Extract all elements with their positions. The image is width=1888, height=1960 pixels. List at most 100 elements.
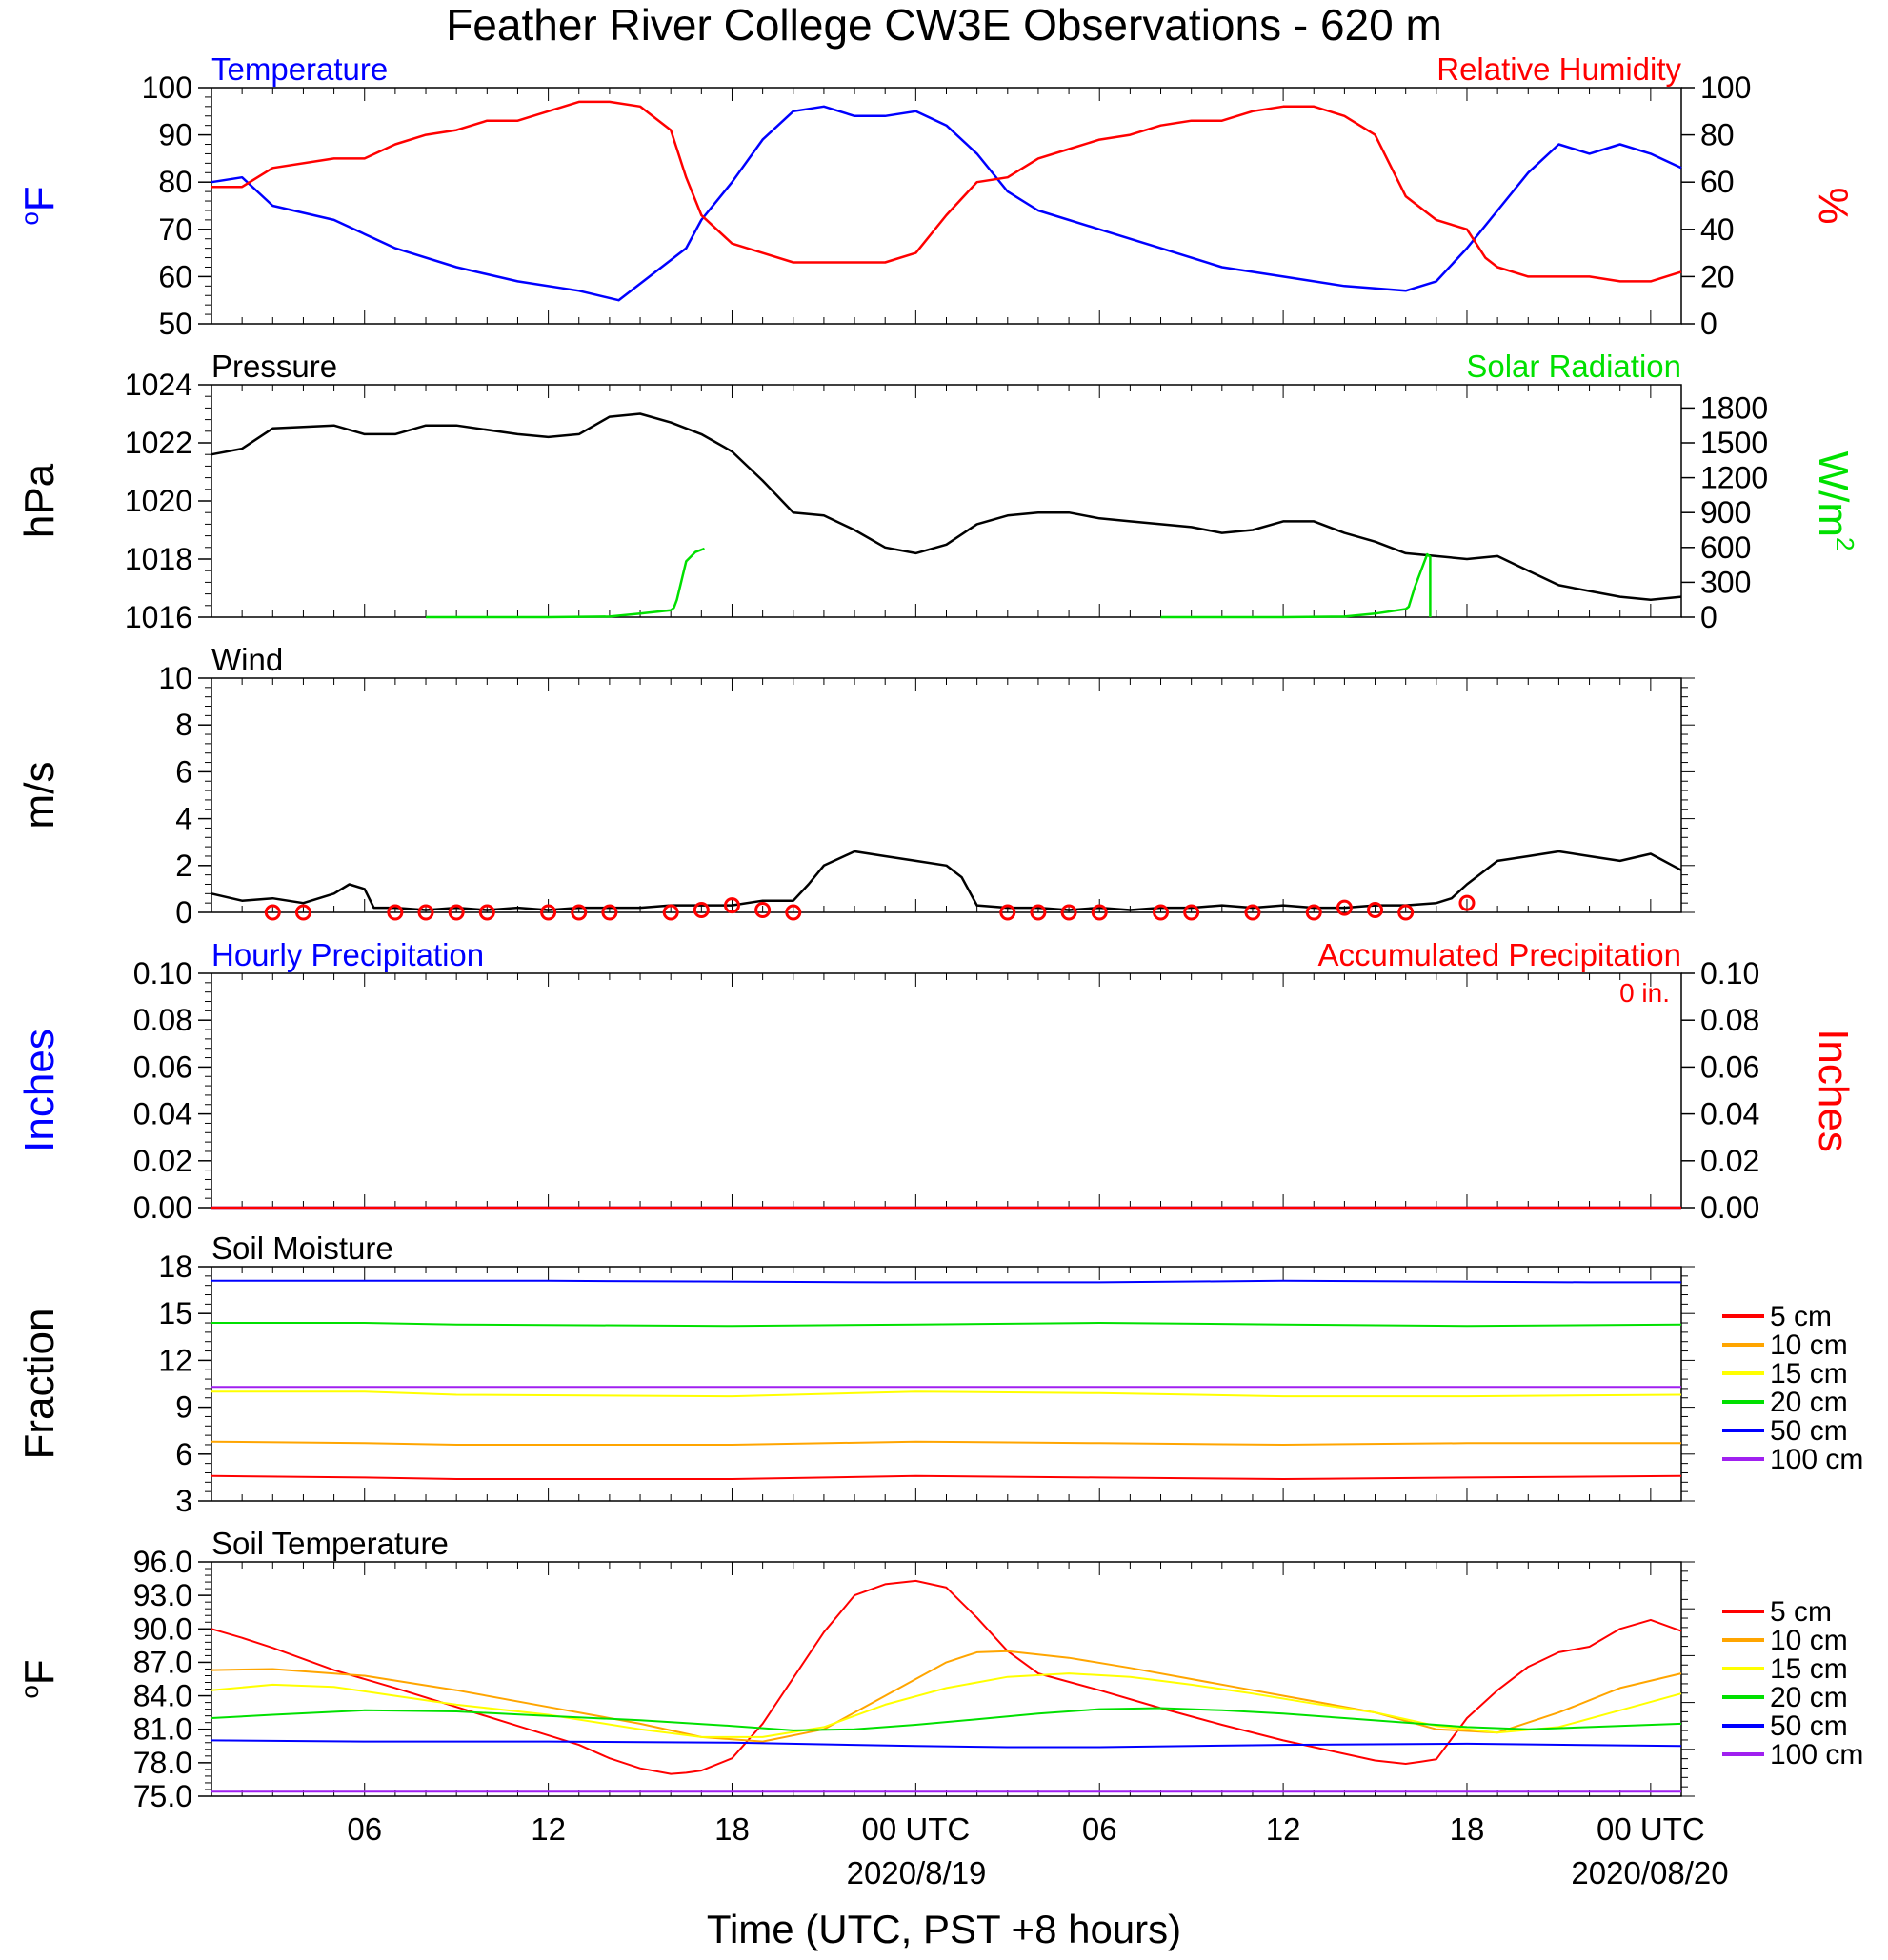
y-tick-label-right: 300 bbox=[1700, 565, 1751, 599]
plot-frame bbox=[211, 1266, 1682, 1502]
y-tick-label-right: 100 bbox=[1700, 70, 1751, 105]
wind-direction-marker bbox=[1336, 899, 1353, 916]
y-tick-label-left: 6 bbox=[175, 1437, 192, 1471]
y-tick-label-left: 6 bbox=[175, 754, 192, 789]
panel-1: 50 60 70 80 90 100 0 20 40 60 80 100 Temperature Rela… bbox=[15, 51, 1857, 341]
wind-direction-marker bbox=[1183, 904, 1200, 921]
wind-direction-marker bbox=[387, 904, 404, 921]
y-tick-label-right: 0.02 bbox=[1700, 1144, 1759, 1178]
degree-symbol: o bbox=[15, 1685, 44, 1698]
legend-label: 10 cm bbox=[1770, 1330, 1848, 1361]
y-tick-label-left: 87.0 bbox=[133, 1645, 192, 1679]
y-tick-label-left: 84.0 bbox=[133, 1679, 192, 1713]
wind-direction-marker bbox=[1244, 904, 1261, 921]
panel-4: 0.00 0.02 0.04 0.06 0.08 0.10 0.00 0.02 0.04 0.06… bbox=[16, 937, 1857, 1225]
y-axis-label-right: W/m2 bbox=[1810, 451, 1859, 551]
plot-frame bbox=[211, 384, 1682, 618]
y-tick-label-left: 0.10 bbox=[133, 956, 192, 990]
panel-left-title: Soil Temperature bbox=[211, 1526, 449, 1561]
legend-label: 15 cm bbox=[1770, 1358, 1848, 1390]
wind-direction-marker bbox=[723, 897, 740, 914]
y-tick-label-right: 1500 bbox=[1700, 426, 1768, 460]
wind-direction-marker bbox=[601, 904, 618, 921]
y-tick-label-right: 40 bbox=[1700, 212, 1735, 247]
y-tick-label-right: 1200 bbox=[1700, 461, 1768, 495]
time-tick-label: 18 bbox=[714, 1811, 750, 1847]
legend-label: 10 cm bbox=[1770, 1625, 1848, 1656]
y-tick-label-left: 1022 bbox=[125, 426, 192, 460]
legend-label: 15 cm bbox=[1770, 1653, 1848, 1685]
y-tick-label-left: 0.00 bbox=[133, 1190, 192, 1225]
y-tick-label-left: 12 bbox=[158, 1343, 192, 1377]
date-label-2: 2020/08/20 bbox=[1571, 1855, 1728, 1890]
unit-symbol: F bbox=[16, 186, 63, 211]
panel-left-title: Soil Moisture bbox=[211, 1230, 393, 1266]
wind-direction-marker bbox=[754, 902, 772, 919]
y-tick-label-left: 96.0 bbox=[133, 1545, 192, 1579]
y-tick-label-left: 0.08 bbox=[133, 1003, 192, 1037]
plot-frame bbox=[211, 677, 1682, 913]
y-tick-label-left: 81.0 bbox=[133, 1712, 192, 1747]
legend-label: 20 cm bbox=[1770, 1682, 1848, 1713]
plot-frame bbox=[211, 972, 1682, 1209]
legend-label: 5 cm bbox=[1770, 1596, 1832, 1628]
wind-direction-marker bbox=[540, 904, 557, 921]
y-tick-label-left: 4 bbox=[175, 802, 192, 836]
y-axis-label-right: Inches bbox=[1810, 1029, 1857, 1152]
panel-left-title: Temperature bbox=[211, 51, 388, 87]
y-tick-label-left: 78.0 bbox=[133, 1746, 192, 1780]
legend-label: 50 cm bbox=[1770, 1710, 1848, 1742]
degree-symbol: o bbox=[15, 211, 44, 225]
y-tick-label-left: 3 bbox=[175, 1484, 192, 1518]
y-tick-label-right: 600 bbox=[1700, 530, 1751, 565]
y-tick-label-right: 0.08 bbox=[1700, 1003, 1759, 1037]
wind-direction-marker bbox=[448, 904, 465, 921]
y-tick-label-right: 20 bbox=[1700, 259, 1735, 293]
plot-frame bbox=[211, 87, 1682, 325]
y-tick-label-left: 0.06 bbox=[133, 1050, 192, 1084]
panel-right-title: Accumulated Precipitation bbox=[1317, 937, 1681, 972]
wind-direction-marker bbox=[1060, 904, 1077, 921]
y-tick-label-right: 0.04 bbox=[1700, 1097, 1759, 1131]
y-tick-label-right: 60 bbox=[1700, 165, 1735, 199]
y-tick-label-left: 100 bbox=[142, 70, 192, 105]
y-tick-label-left: 10 bbox=[158, 661, 192, 695]
y-tick-label-left: 15 bbox=[158, 1296, 192, 1330]
series-line-20-cm bbox=[211, 1707, 1682, 1731]
time-axis: 06 12 18 00 UTC 06 12 18 00 UTC bbox=[347, 1811, 1704, 1847]
wind-direction-marker bbox=[785, 904, 802, 921]
y-tick-label-left: 80 bbox=[158, 165, 192, 199]
y-tick-label-left: 0.04 bbox=[133, 1097, 192, 1131]
y-tick-label-right: 1800 bbox=[1700, 390, 1768, 425]
legend-label: 100 cm bbox=[1770, 1739, 1863, 1770]
y-axis-label-left: Inches bbox=[16, 1029, 63, 1152]
y-tick-label-left: 0 bbox=[175, 895, 192, 930]
wind-direction-marker bbox=[1305, 904, 1322, 921]
panel-left-title: Wind bbox=[211, 642, 283, 677]
panel-2: 1016 1018 1020 1022 1024 03006009001200150018… bbox=[16, 349, 1859, 634]
wind-direction-marker bbox=[1458, 894, 1476, 911]
wind-direction-marker bbox=[264, 904, 281, 921]
plot-frame bbox=[211, 1561, 1682, 1797]
y-axis-label-left: hPa bbox=[16, 463, 63, 538]
y-tick-label-right: 0.06 bbox=[1700, 1050, 1759, 1084]
y-axis-label-left: m/s bbox=[16, 762, 63, 830]
y-tick-label-left: 90.0 bbox=[133, 1611, 192, 1646]
y-tick-label-left: 18 bbox=[158, 1250, 192, 1284]
y-tick-label-left: 1018 bbox=[125, 542, 192, 576]
series-line-50-cm bbox=[211, 1739, 1682, 1749]
legend-label: 20 cm bbox=[1770, 1387, 1848, 1418]
series-line-10-cm bbox=[211, 1440, 1681, 1446]
time-tick-label: 18 bbox=[1450, 1811, 1485, 1847]
panel-3: 0 2 4 6 8 10 Wind m/s bbox=[16, 642, 1695, 930]
wind-direction-marker bbox=[1153, 904, 1170, 921]
y-tick-label-left: 2 bbox=[175, 849, 192, 883]
series-line-red bbox=[211, 100, 1682, 283]
unit-symbol: W/m bbox=[1810, 451, 1857, 537]
y-tick-label-left: 50 bbox=[158, 307, 192, 341]
series-line-15-cm bbox=[211, 1672, 1682, 1738]
